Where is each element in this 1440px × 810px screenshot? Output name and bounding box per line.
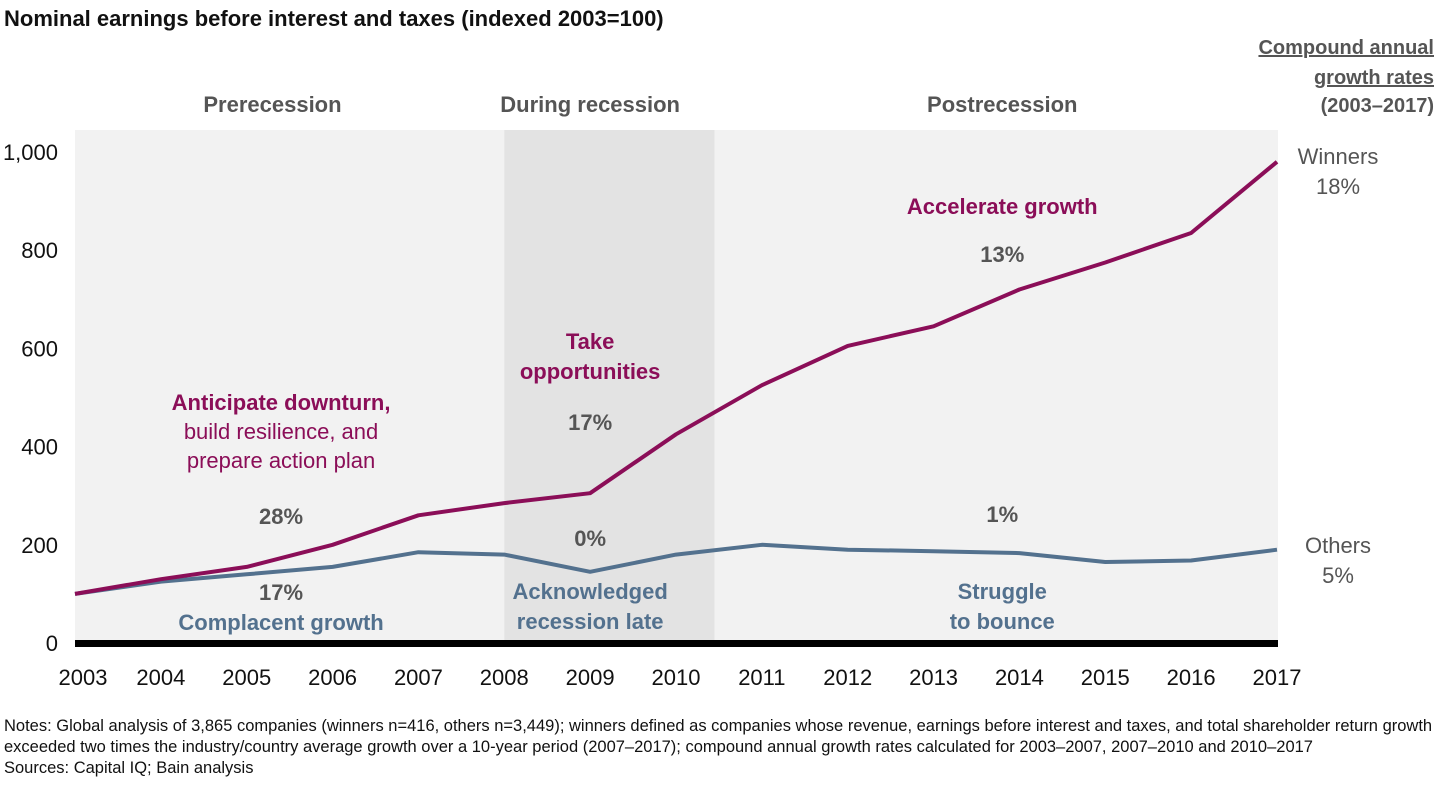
winners-annotation: Anticipate downturn, [172, 390, 391, 415]
winners-period-cagr: 17% [568, 410, 612, 435]
notes-text: Notes: Global analysis of 3,865 companie… [4, 717, 1433, 756]
x-axis-line [75, 640, 1278, 647]
others-period-cagr: 1% [986, 502, 1018, 527]
y-tick-label: 800 [21, 238, 58, 263]
others-annotation: recession late [517, 609, 664, 634]
x-tick-label: 2004 [136, 665, 185, 690]
series-cagr: 5% [1322, 563, 1354, 588]
series-cagr: 18% [1316, 174, 1360, 199]
period-band [504, 130, 715, 643]
line-chart: Nominal earnings before interest and tax… [3, 6, 1434, 690]
period-label: Prerecession [203, 92, 341, 117]
x-tick-label: 2003 [59, 665, 108, 690]
x-tick-label: 2017 [1253, 665, 1302, 690]
others-annotation: Acknowledged [513, 579, 668, 604]
winners-annotation: prepare action plan [187, 448, 375, 473]
y-tick-label: 0 [46, 631, 58, 656]
period-band [714, 130, 1278, 643]
others-annotation: Complacent growth [178, 610, 383, 635]
y-tick-label: 1,000 [3, 140, 58, 165]
chart-title: Nominal earnings before interest and tax… [4, 6, 664, 31]
cagr-header: growth rates [1314, 67, 1434, 89]
y-tick-label: 200 [21, 533, 58, 558]
x-tick-label: 2007 [394, 665, 443, 690]
series-label: Others [1305, 533, 1371, 558]
x-tick-label: 2015 [1081, 665, 1130, 690]
x-tick-label: 2010 [652, 665, 701, 690]
period-label: Postrecession [927, 92, 1077, 117]
cagr-header: (2003–2017) [1321, 95, 1434, 117]
y-tick-label: 600 [21, 336, 58, 361]
others-annotation: Struggle [958, 579, 1047, 604]
x-tick-label: 2006 [308, 665, 357, 690]
notes-block: Notes: Global analysis of 3,865 companie… [4, 716, 1436, 779]
others-period-cagr: 0% [574, 526, 606, 551]
winners-annotation: build resilience, and [184, 419, 378, 444]
winners-period-cagr: 28% [259, 504, 303, 529]
winners-annotation: Accelerate growth [907, 194, 1098, 219]
x-tick-label: 2011 [738, 665, 785, 690]
x-tick-label: 2013 [909, 665, 958, 690]
x-tick-label: 2016 [1167, 665, 1216, 690]
x-tick-label: 2014 [995, 665, 1044, 690]
series-label: Winners [1298, 144, 1379, 169]
x-tick-label: 2005 [222, 665, 271, 690]
period-label: During recession [500, 92, 680, 117]
cagr-header: Compound annual [1258, 37, 1434, 59]
sources-text: Sources: Capital IQ; Bain analysis [4, 759, 254, 777]
winners-annotation: opportunities [520, 359, 661, 384]
y-tick-label: 400 [21, 435, 58, 460]
x-tick-label: 2008 [480, 665, 529, 690]
winners-annotation: Take [566, 329, 615, 354]
others-annotation: to bounce [950, 609, 1055, 634]
x-tick-label: 2009 [566, 665, 615, 690]
others-period-cagr: 17% [259, 580, 303, 605]
winners-period-cagr: 13% [980, 242, 1024, 267]
period-band [75, 130, 505, 643]
x-tick-label: 2012 [823, 665, 872, 690]
